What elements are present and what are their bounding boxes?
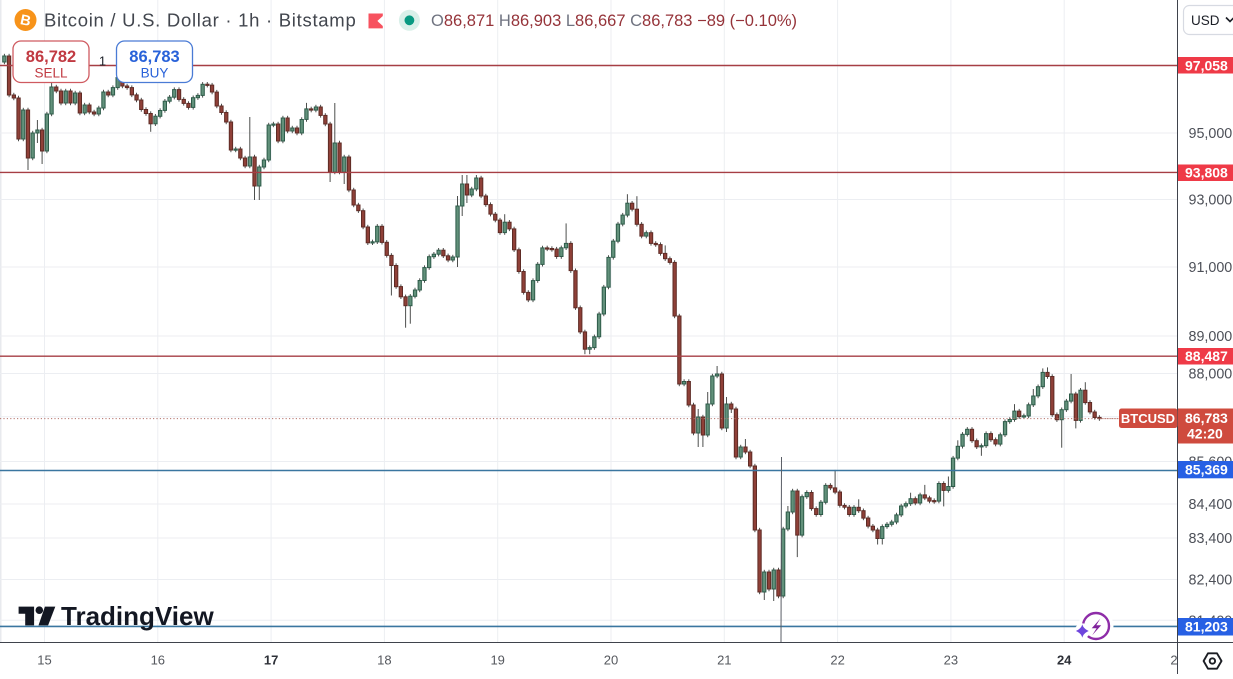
svg-text:16: 16: [151, 653, 165, 668]
svg-text:88,487: 88,487: [1185, 348, 1228, 364]
svg-text:97,058: 97,058: [1185, 58, 1228, 74]
svg-text:81,203: 81,203: [1185, 619, 1228, 635]
svg-text:84,400: 84,400: [1189, 497, 1233, 513]
svg-text:BTCUSD: BTCUSD: [1121, 411, 1175, 426]
svg-text:18: 18: [377, 653, 391, 668]
svg-text:15: 15: [37, 653, 51, 668]
svg-text:86,783: 86,783: [1185, 410, 1228, 426]
svg-text:USD: USD: [1191, 13, 1220, 28]
svg-text:91,000: 91,000: [1189, 260, 1233, 276]
svg-text:85,369: 85,369: [1185, 462, 1228, 478]
svg-text:95,000: 95,000: [1189, 126, 1233, 142]
svg-text:89,000: 89,000: [1189, 329, 1233, 345]
svg-text:BUY: BUY: [141, 66, 169, 81]
svg-text:2: 2: [1170, 653, 1177, 668]
svg-text:86,783: 86,783: [129, 48, 179, 66]
svg-text:88,000: 88,000: [1189, 367, 1233, 383]
svg-text:22: 22: [830, 653, 844, 668]
svg-text:42:20: 42:20: [1187, 426, 1223, 442]
svg-text:21: 21: [717, 653, 731, 668]
svg-text:19: 19: [490, 653, 504, 668]
svg-text:82,400: 82,400: [1189, 573, 1233, 589]
svg-text:SELL: SELL: [34, 66, 68, 81]
svg-text:TradingView: TradingView: [61, 601, 214, 631]
svg-text:93,808: 93,808: [1185, 164, 1228, 180]
svg-text:20: 20: [604, 653, 618, 668]
svg-text:24: 24: [1057, 653, 1072, 668]
svg-text:17: 17: [264, 653, 278, 668]
svg-text:1: 1: [99, 54, 106, 69]
svg-text:23: 23: [944, 653, 958, 668]
svg-text:83,400: 83,400: [1189, 531, 1233, 547]
svg-text:86,782: 86,782: [26, 48, 76, 66]
svg-text:Bitcoin / U.S. Dollar · 1h · B: Bitcoin / U.S. Dollar · 1h · Bitstamp: [44, 10, 356, 31]
svg-text:93,000: 93,000: [1189, 193, 1233, 209]
svg-text:O86,871 H86,903 L86,667 C86,78: O86,871 H86,903 L86,667 C86,783 −89 (−0.…: [431, 12, 797, 30]
